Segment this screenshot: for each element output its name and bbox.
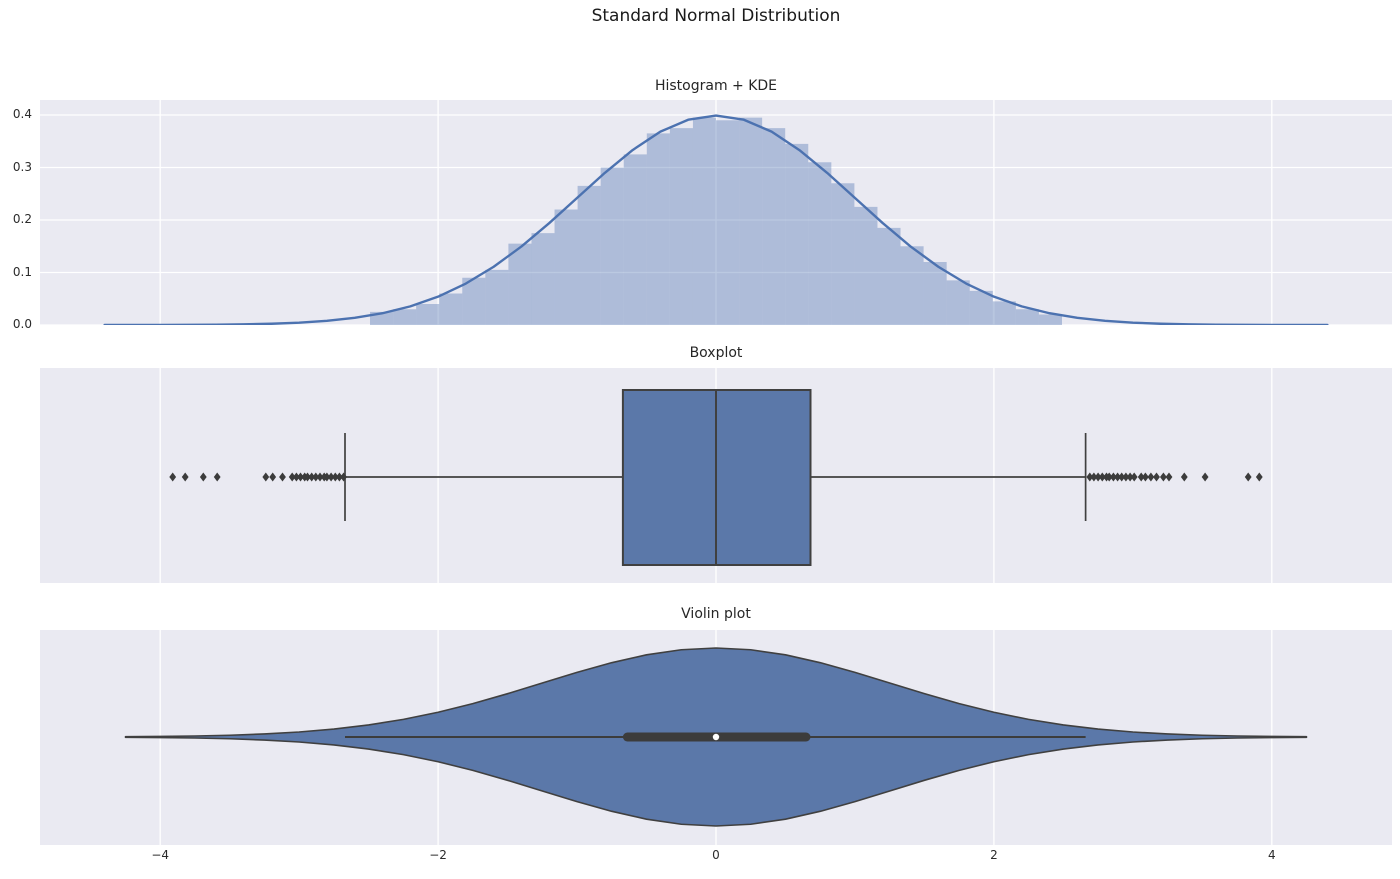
histogram-bar — [600, 167, 624, 325]
figure-title: Standard Normal Distribution — [591, 6, 841, 26]
x-tick-label: 0 — [712, 848, 720, 862]
boxplot-panel-title: Boxplot — [689, 345, 743, 361]
boxplot-plot — [40, 368, 1392, 583]
histogram-bar — [646, 133, 670, 325]
histogram-bar — [739, 117, 763, 325]
boxplot-outlier — [1244, 472, 1252, 482]
histogram-bar — [669, 128, 693, 325]
x-tick-label: 4 — [1267, 848, 1276, 862]
boxplot-outlier — [181, 472, 189, 482]
histogram-bar — [554, 209, 578, 325]
boxplot-outlier — [297, 472, 304, 482]
boxplot-outlier — [304, 472, 311, 482]
boxplot-outlier — [316, 472, 324, 482]
histogram-bar — [1015, 309, 1039, 325]
boxplot-outlier — [199, 472, 207, 482]
violin-panel-title: Violin plot — [681, 606, 751, 622]
histogram-bar — [992, 301, 1016, 325]
x-tick-label: −2 — [429, 848, 447, 862]
violin-plot — [40, 630, 1392, 845]
histogram-kde-plot — [40, 100, 1392, 325]
histogram-bar — [393, 309, 417, 325]
histogram-bar — [485, 269, 509, 325]
boxplot-outlier — [331, 472, 339, 482]
boxplot-outlier — [269, 472, 277, 482]
histogram-bar — [623, 154, 647, 325]
boxplot-outlier — [262, 472, 270, 482]
histogram-bar — [439, 293, 463, 325]
histogram-bar — [923, 262, 947, 325]
histogram-bar — [416, 304, 440, 325]
boxplot-outlier — [288, 472, 296, 482]
y-tick-label: 0.1 — [12, 264, 32, 279]
boxplot-outlier — [169, 472, 177, 482]
boxplot-outlier — [1118, 472, 1126, 482]
boxplot-outlier — [323, 472, 331, 482]
boxplot-outlier — [1165, 472, 1173, 482]
y-tick-label: 0.0 — [12, 317, 32, 331]
y-tick-label: 0.3 — [12, 159, 32, 174]
kde-line — [103, 114, 1329, 325]
histogram-panel-title: Histogram + KDE — [654, 78, 778, 94]
boxplot-outlier — [336, 472, 343, 482]
boxplot-outlier — [293, 472, 300, 482]
boxplot-outlier — [1142, 472, 1149, 482]
boxplot-outlier — [308, 472, 316, 482]
boxplot-outlier — [1147, 472, 1155, 482]
boxplot-outlier — [1110, 472, 1117, 482]
histogram-bar — [946, 280, 970, 325]
boxplot-outlier — [1130, 472, 1138, 482]
histogram-bar — [462, 277, 486, 325]
boxplot-outlier — [1160, 472, 1167, 482]
boxplot-outlier — [1255, 472, 1263, 482]
boxplot-outlier — [1126, 472, 1134, 482]
histogram-bar — [785, 143, 809, 325]
y-tick-label: 0.4 — [12, 107, 32, 121]
boxplot-outlier — [1201, 472, 1209, 482]
boxplot-outlier — [1098, 472, 1106, 482]
boxplot-outlier — [1094, 472, 1102, 482]
histogram-bar — [900, 246, 924, 325]
boxplot-outlier — [1153, 472, 1160, 482]
boxplot-outlier — [1137, 472, 1145, 482]
boxplot-outlier — [1114, 472, 1121, 482]
x-tick-label: 2 — [990, 848, 998, 862]
histogram-bar — [762, 128, 786, 325]
boxplot-outlier — [312, 472, 320, 482]
histogram-bar — [692, 117, 716, 325]
boxplot-outlier — [327, 472, 335, 482]
histogram-bar — [1038, 314, 1062, 325]
boxplot-outlier — [1086, 472, 1094, 482]
histogram-bar — [877, 227, 901, 325]
boxplot-outlier — [1090, 472, 1098, 482]
x-tick-label: −4 — [151, 848, 170, 862]
histogram-bar — [854, 206, 878, 325]
boxplot-outlier — [1105, 472, 1113, 482]
histogram-bar — [969, 290, 993, 325]
histogram-bar — [716, 120, 740, 325]
y-tick-label: 0.2 — [12, 212, 32, 226]
histogram-bar — [508, 243, 532, 325]
histogram-bar — [808, 162, 832, 325]
histogram-bar — [831, 183, 855, 325]
boxplot-outlier — [1122, 472, 1130, 482]
boxplot-outlier — [340, 472, 347, 482]
histogram-bar — [577, 185, 601, 325]
histogram-bar — [531, 233, 555, 325]
violin-median-dot — [712, 733, 720, 741]
boxplot-outlier — [1180, 472, 1188, 482]
boxplot-outlier — [213, 472, 221, 482]
